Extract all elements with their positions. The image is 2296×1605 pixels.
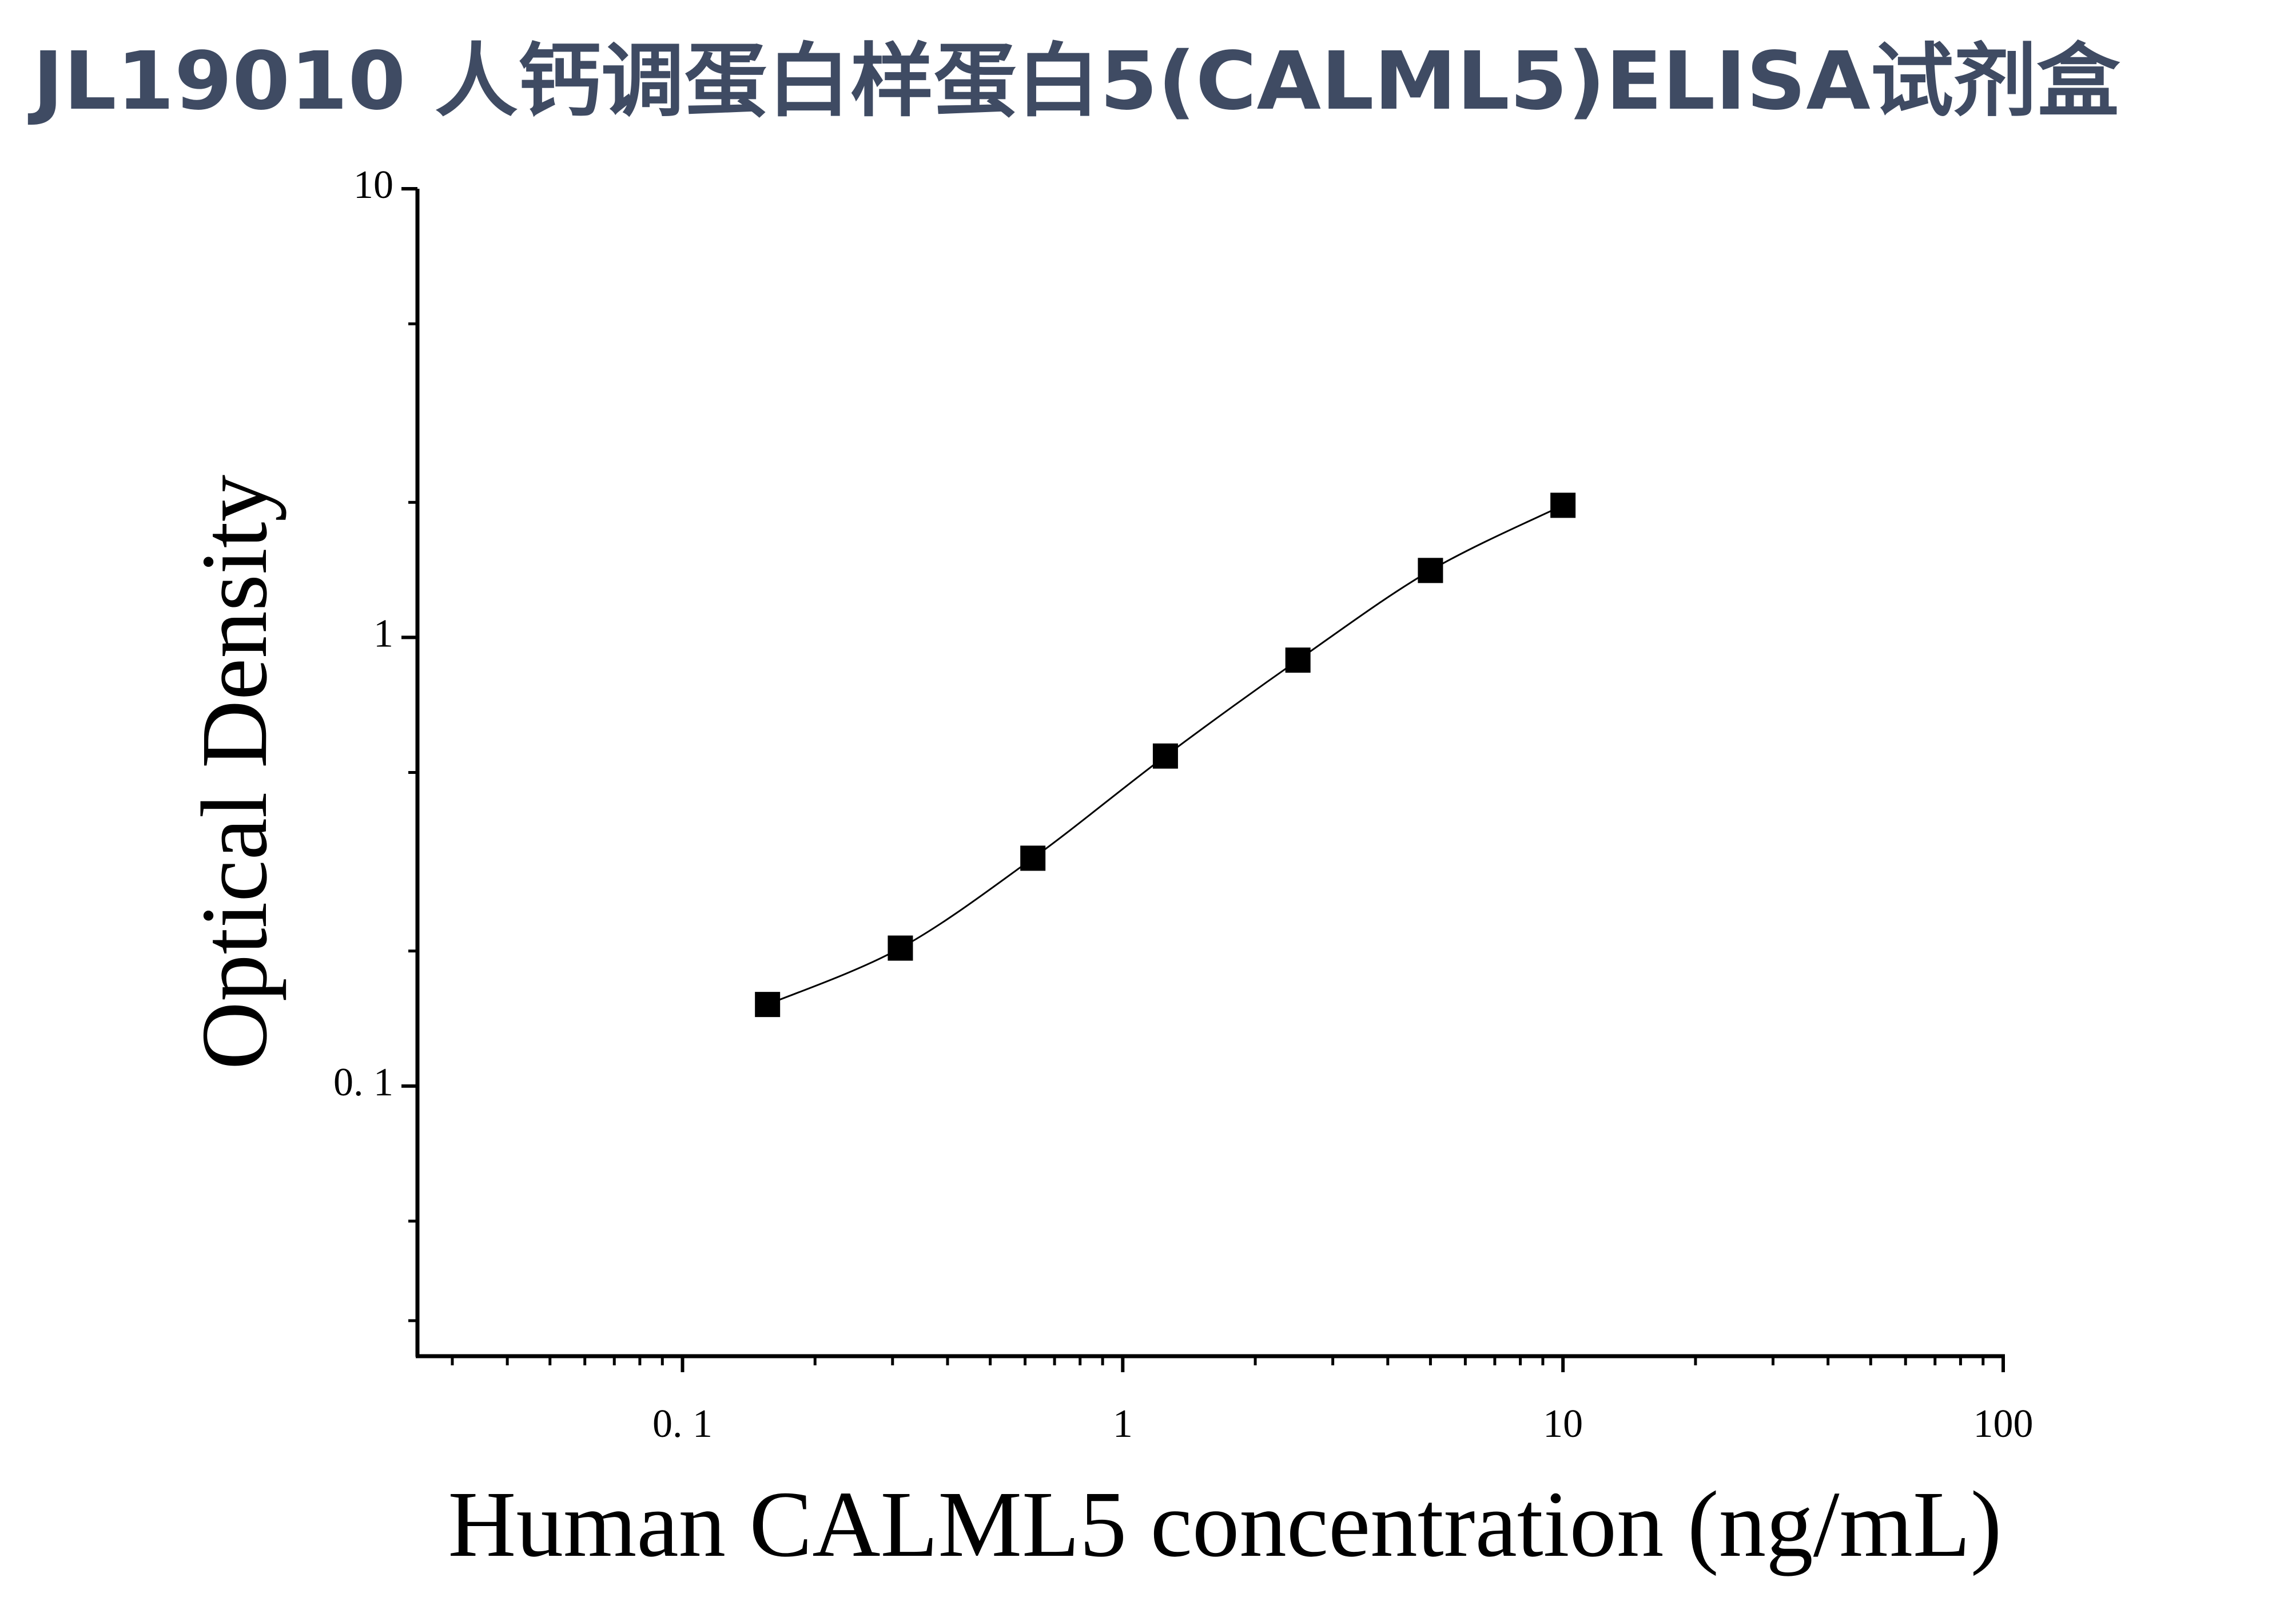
- x-tick-label: 100: [1973, 1402, 2034, 1446]
- chart-title: JL19010 人钙调蛋白样蛋白5(CALML5)ELISA试剂盒: [28, 35, 2120, 128]
- data-point: [755, 992, 781, 1018]
- data-point: [888, 935, 913, 961]
- x-tick-label: 10: [1543, 1402, 1583, 1446]
- x-tick-label: 0. 1: [652, 1402, 713, 1446]
- y-tick-label: 10: [353, 163, 393, 207]
- x-tick-label: 1: [1113, 1402, 1133, 1446]
- data-point: [1152, 743, 1178, 769]
- data-point: [1020, 845, 1046, 871]
- x-axis-title: Human CALML5 concentration (ng/mL): [448, 1472, 2001, 1576]
- y-tick-label: 0. 1: [333, 1060, 393, 1105]
- y-tick-label: 1: [373, 611, 393, 655]
- data-point: [1285, 647, 1311, 673]
- data-point: [1550, 492, 1576, 518]
- y-axis-title: Optical Density: [182, 475, 286, 1070]
- data-point: [1418, 558, 1443, 583]
